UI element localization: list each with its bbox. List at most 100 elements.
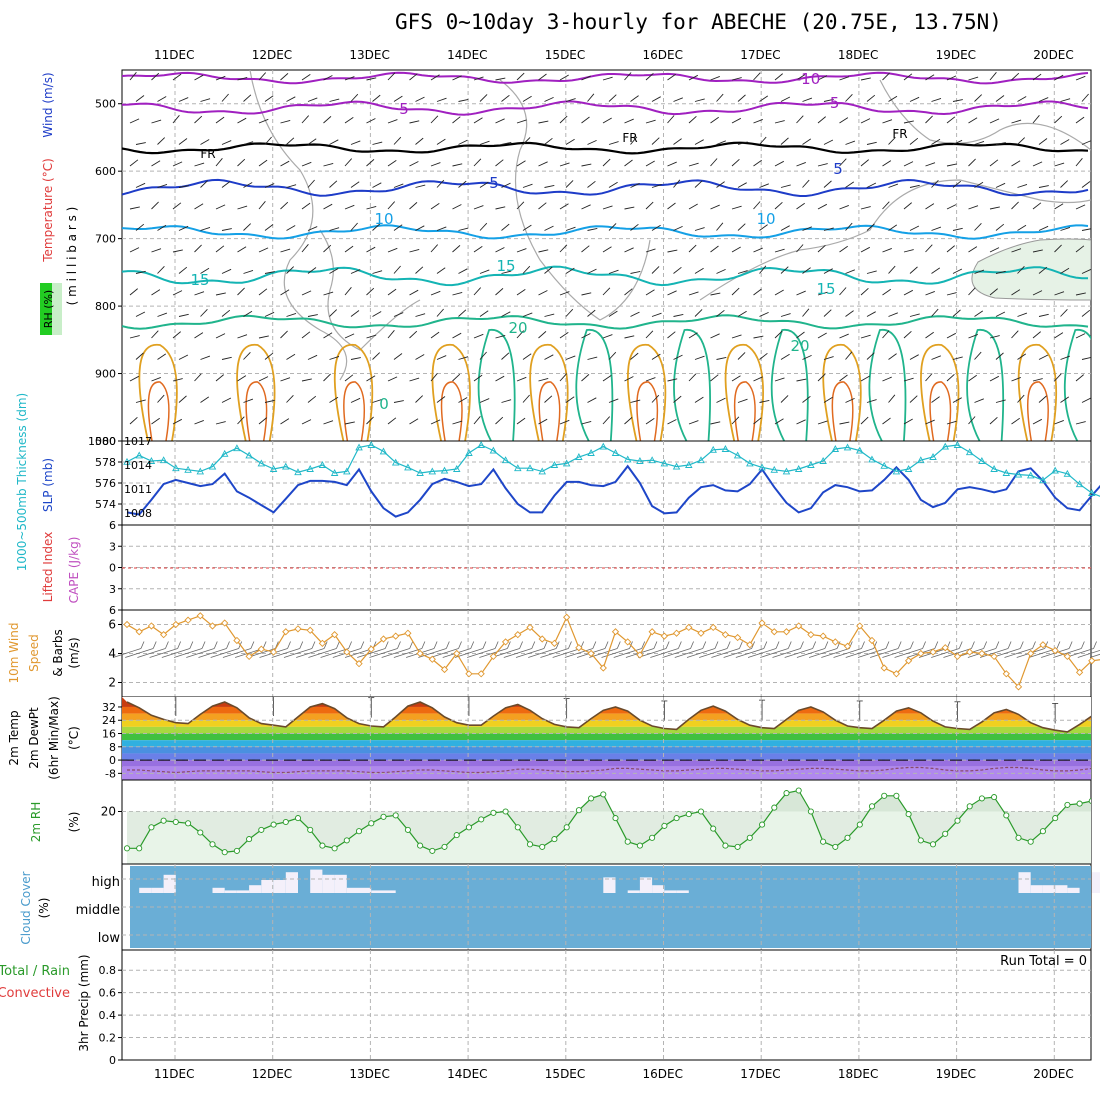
- wind-barb: [559, 291, 570, 296]
- wind-barb: [608, 181, 618, 188]
- wind-barb: [436, 138, 446, 145]
- wind-barb: [522, 137, 531, 145]
- wind-barb: [931, 97, 942, 102]
- slp-marker: [794, 465, 803, 472]
- slp-marker: [782, 467, 791, 475]
- wind-barb: [544, 184, 555, 188]
- cloud-high-bar: [139, 887, 152, 893]
- wind10-point: [1027, 649, 1035, 658]
- wind-barb: [946, 332, 957, 339]
- wind-barb: [495, 334, 506, 339]
- tick-label: -8: [105, 767, 116, 780]
- tick-label: 574: [95, 498, 116, 511]
- wind10-barb-flag: [592, 641, 597, 649]
- wind-barb: [286, 137, 295, 145]
- wind10-barb: [381, 648, 410, 658]
- rh-point: [905, 811, 912, 818]
- wind-barb: [135, 223, 145, 231]
- wind-barb: [882, 247, 892, 253]
- thickness-slp-panel: 580 578 576 574 1017 1014 1011 1008 1000~500mb …: [15, 393, 1100, 571]
- wind-barb: [909, 96, 920, 102]
- rh-point: [209, 841, 216, 848]
- wind-barb: [645, 418, 655, 425]
- wind-barb: [286, 96, 296, 102]
- wind10-barb: [674, 648, 703, 658]
- wind-barb: [479, 222, 488, 231]
- wind10-point: [123, 620, 131, 629]
- cloud-high-bar: [627, 890, 640, 893]
- wind-barb: [1038, 266, 1048, 274]
- cloud-high-bar: [652, 885, 665, 893]
- wind-barb: [780, 184, 791, 188]
- wind-barb: [350, 140, 361, 145]
- wind-barb: [731, 205, 742, 210]
- rh-point: [1076, 800, 1083, 807]
- wind-barb: [344, 245, 354, 253]
- wind-barb: [516, 330, 525, 339]
- wind10-point: [966, 648, 974, 656]
- wind-barb: [630, 311, 640, 317]
- wind10-barb: [808, 648, 838, 658]
- cloud-high-bar: [236, 890, 250, 893]
- slp-marker: [269, 465, 278, 472]
- wind-barb: [839, 158, 847, 167]
- wind-barb: [581, 292, 592, 296]
- wind-barb: [753, 376, 763, 382]
- wind-barb: [452, 332, 462, 339]
- wind10-barb-flag: [641, 641, 646, 649]
- wind10-barb-flag: [1080, 641, 1085, 649]
- wind-barb: [301, 244, 309, 253]
- tick-label: 578: [95, 456, 116, 469]
- slp-marker: [1039, 476, 1047, 484]
- wind10-barb: [149, 648, 178, 658]
- wind10-barb: [821, 648, 850, 658]
- temperature-mask: [122, 697, 1091, 732]
- tick-label: 0: [109, 562, 116, 575]
- wind-barb: [839, 287, 847, 296]
- wind10-point: [392, 632, 400, 640]
- wind10-barb-flag: [812, 641, 817, 649]
- wind-barb: [372, 311, 382, 317]
- slp-marker: [880, 461, 888, 469]
- wind-barb: [602, 246, 612, 253]
- temp-band: [122, 733, 1091, 741]
- wind-barb: [630, 136, 638, 145]
- wind-barb: [473, 416, 481, 425]
- wind-barb: [587, 268, 597, 274]
- label-cloud-units: (%): [37, 898, 51, 919]
- temp-band: [122, 746, 1091, 754]
- slp-marker: [489, 446, 498, 454]
- wind-barb: [694, 139, 704, 145]
- rh-point: [710, 825, 717, 832]
- isotherm-line: [122, 178, 1089, 197]
- wind-barb: [624, 159, 633, 167]
- rh-point: [429, 847, 436, 854]
- slp-marker: [294, 468, 302, 476]
- slp-marker: [330, 469, 339, 476]
- wind-barb: [301, 378, 312, 382]
- wind-barb: [1038, 313, 1049, 317]
- wind-barb: [393, 353, 403, 360]
- wind10-point: [599, 664, 607, 672]
- wind-barb: [802, 138, 812, 145]
- wind-barb: [1017, 353, 1027, 360]
- wind-barb: [688, 115, 697, 124]
- wind-barb: [1011, 248, 1022, 253]
- wind-barb: [796, 331, 805, 339]
- wind-barb: [925, 115, 933, 124]
- rh-point: [551, 836, 558, 843]
- wind-barb: [409, 330, 418, 339]
- wind-barb: [1032, 115, 1040, 124]
- wind10-barb: [772, 648, 801, 658]
- rh-point: [942, 830, 949, 837]
- wind-barb: [1075, 158, 1083, 167]
- wind-barb: [645, 377, 656, 382]
- wind-barb: [774, 330, 783, 339]
- wind-barb: [581, 163, 592, 167]
- slp-marker: [660, 459, 669, 467]
- wind-barb: [323, 116, 332, 124]
- slp-marker: [672, 462, 681, 470]
- wind-barb: [344, 333, 355, 339]
- cloud-high-bar: [163, 874, 176, 893]
- wind-barb: [989, 206, 1000, 210]
